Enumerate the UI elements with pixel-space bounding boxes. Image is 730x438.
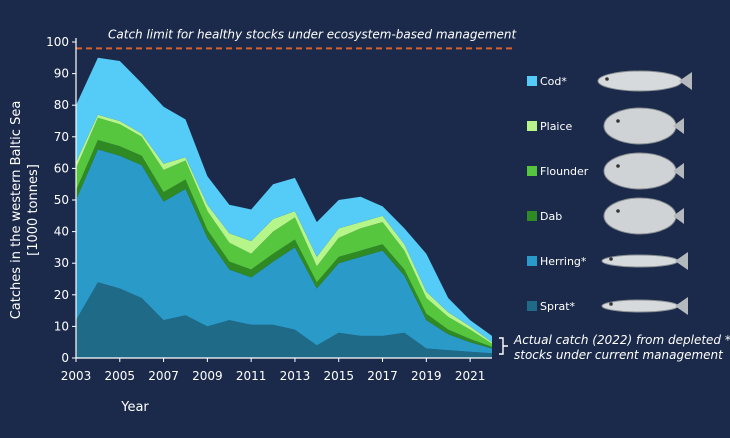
legend-label-plaice: Plaice [540, 120, 573, 133]
y-tick-label: 100 [46, 35, 69, 49]
y-tick-label: 0 [61, 351, 69, 365]
legend-label-dab: Dab [540, 210, 562, 223]
area-sprat [76, 282, 492, 358]
fish-sprat-icon [601, 297, 688, 315]
x-axis-title: Year [120, 400, 149, 415]
x-tick-label: 2007 [148, 369, 179, 383]
y-tick-label: 30 [54, 256, 69, 270]
actual-catch-annotation: Actual catch (2022) from depleted * stoc… [499, 333, 730, 362]
annotation-line-2: stocks under current management [514, 348, 724, 362]
fish-cod-icon [597, 70, 692, 92]
fish-dab-icon [603, 197, 684, 235]
y-tick-label: 90 [54, 67, 69, 81]
x-tick-label: 2005 [105, 369, 136, 383]
x-tick-label: 2017 [367, 369, 398, 383]
y-tick-label: 80 [54, 98, 69, 112]
area-herring [76, 149, 492, 354]
y-tick-label: 10 [54, 319, 69, 333]
legend-swatch-sprat [527, 301, 537, 311]
y-axis-title: Catches in the western Baltic Sea [9, 101, 24, 320]
catch-limit-label: Catch limit for healthy stocks under eco… [108, 27, 518, 41]
fish-plaice-icon [603, 107, 684, 145]
x-tick-label: 2009 [192, 369, 223, 383]
legend-swatch-plaice [527, 121, 537, 131]
x-tick-label: 2011 [236, 369, 267, 383]
x-tick-label: 2013 [280, 369, 311, 383]
legend-label-cod: Cod* [540, 75, 567, 88]
legend-swatch-flounder [527, 166, 537, 176]
legend-swatch-herring [527, 256, 537, 266]
fish-herring-icon [601, 252, 688, 270]
legend: Cod* Plaice Flounder Dab Herring* Sprat* [527, 70, 692, 315]
y-axis-unit: [1000 tonnes] [26, 164, 41, 256]
annotation-bracket [499, 337, 508, 355]
legend-label-flounder: Flounder [540, 165, 589, 178]
fish-flounder-icon [603, 152, 684, 190]
area-cod [76, 57, 492, 343]
legend-swatch-dab [527, 211, 537, 221]
legend-label-herring: Herring* [540, 255, 587, 268]
x-tick-label: 2003 [61, 369, 92, 383]
x-tick-label: 2019 [411, 369, 442, 383]
y-tick-label: 20 [54, 288, 69, 302]
legend-label-sprat: Sprat* [540, 300, 576, 313]
x-tick-label: 2021 [455, 369, 486, 383]
y-tick-label: 40 [54, 225, 69, 239]
annotation-line-1: Actual catch (2022) from depleted * [513, 333, 730, 347]
area-layers [76, 57, 492, 358]
area-flounder [76, 117, 492, 347]
x-tick-label: 2015 [323, 369, 354, 383]
y-tick-label: 70 [54, 130, 69, 144]
y-tick-label: 60 [54, 161, 69, 175]
y-tick-label: 50 [54, 193, 69, 207]
legend-swatch-cod [527, 76, 537, 86]
